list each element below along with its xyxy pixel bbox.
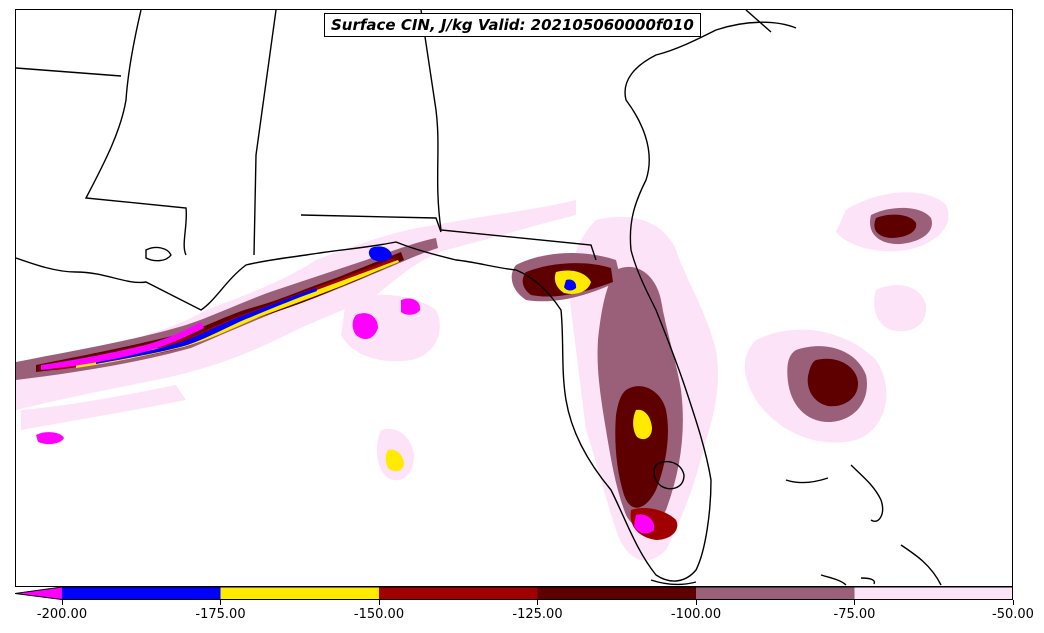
colorbar-tick-mark <box>61 600 63 605</box>
cin-area-magenta <box>401 298 421 315</box>
state-boundary <box>300 214 442 233</box>
island <box>785 477 829 484</box>
cin-area-magenta <box>352 313 378 340</box>
colorbar-tick-label: -100.00 <box>670 607 722 622</box>
colorbar-tick-label: -125.00 <box>512 607 563 622</box>
colorbar-bin-5 <box>854 587 1013 600</box>
coastline <box>16 21 797 582</box>
cin-area-blue <box>368 246 392 262</box>
state-boundary <box>253 10 277 256</box>
colorbar-tick-mark <box>378 600 380 605</box>
colorbar-tick-mark <box>1012 600 1014 605</box>
lake-pontchartrain <box>145 246 172 262</box>
colorbar-extend-min <box>15 587 62 600</box>
cin-area-yellow <box>633 409 652 440</box>
map-frame <box>15 9 1013 587</box>
colorbar-tick-label: -200.00 <box>36 607 88 622</box>
colorbar-bin-0 <box>62 587 221 600</box>
cin-map <box>16 10 949 586</box>
state-boundary <box>84 10 188 256</box>
colorbar-outline <box>15 587 1013 600</box>
colorbar <box>15 587 1013 600</box>
coastline <box>650 579 697 586</box>
cin-area-light <box>874 285 927 332</box>
island <box>820 574 847 586</box>
colorbar-bin-1 <box>220 587 379 600</box>
island <box>860 577 876 585</box>
colorbar-bin-4 <box>696 587 855 600</box>
colorbar-tick-label: -175.00 <box>195 607 246 622</box>
state-boundary <box>16 67 122 77</box>
colorbar-bin-3 <box>537 587 696 600</box>
lake-okeechobee <box>653 460 685 490</box>
colorbar-tick-mark <box>695 600 697 605</box>
colorbar-tick-label: -75.00 <box>833 607 876 622</box>
cin-area-yellow <box>385 449 404 472</box>
colorbar-tick-label: -150.00 <box>353 607 405 622</box>
colorbar-tick-mark <box>854 600 855 605</box>
colorbar-tick-mark <box>220 600 221 605</box>
cin-shading <box>16 192 949 561</box>
cin-area-magenta <box>36 432 64 445</box>
colorbar-tick-mark <box>537 600 538 605</box>
cin-area-darkred <box>807 358 859 407</box>
colorbar-tick-label: -50.00 <box>992 607 1034 622</box>
cin-area-magenta <box>41 322 204 370</box>
cin-area-darkred <box>874 214 917 238</box>
island <box>850 464 884 522</box>
cin-area-magenta <box>634 514 655 534</box>
colorbar-bin-2 <box>379 587 538 600</box>
cin-area-light <box>21 385 186 430</box>
map-title: Surface CIN, J/kg Valid: 202105060000f01… <box>324 13 701 37</box>
boundaries <box>16 10 942 586</box>
island <box>900 544 942 586</box>
cin-area-mauve <box>16 238 438 380</box>
cin-area-blue <box>564 279 577 291</box>
state-boundary <box>745 10 772 33</box>
